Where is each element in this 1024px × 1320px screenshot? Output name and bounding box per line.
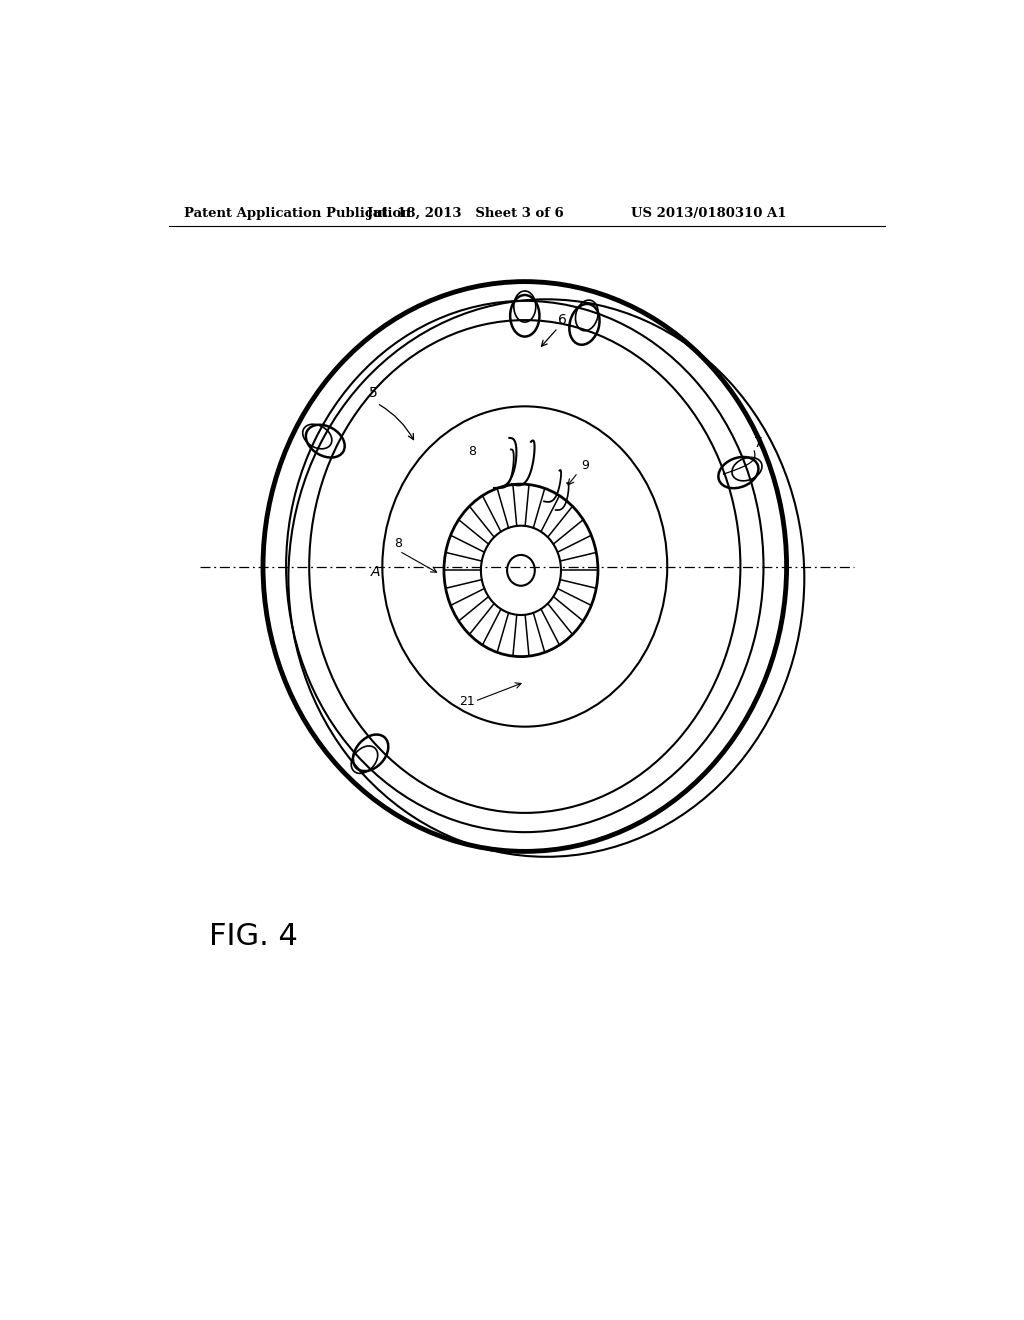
Text: 7: 7: [755, 436, 763, 450]
Text: Patent Application Publication: Patent Application Publication: [184, 207, 412, 220]
Text: 9: 9: [581, 459, 589, 471]
Text: 5: 5: [370, 385, 378, 400]
Text: 8: 8: [394, 537, 401, 550]
Text: 8: 8: [469, 445, 476, 458]
Text: A: A: [371, 565, 380, 578]
Text: US 2013/0180310 A1: US 2013/0180310 A1: [631, 207, 786, 220]
Text: 6: 6: [558, 313, 567, 327]
Text: Jul. 18, 2013   Sheet 3 of 6: Jul. 18, 2013 Sheet 3 of 6: [368, 207, 564, 220]
Text: FIG. 4: FIG. 4: [209, 921, 298, 950]
Text: 21: 21: [460, 696, 475, 708]
